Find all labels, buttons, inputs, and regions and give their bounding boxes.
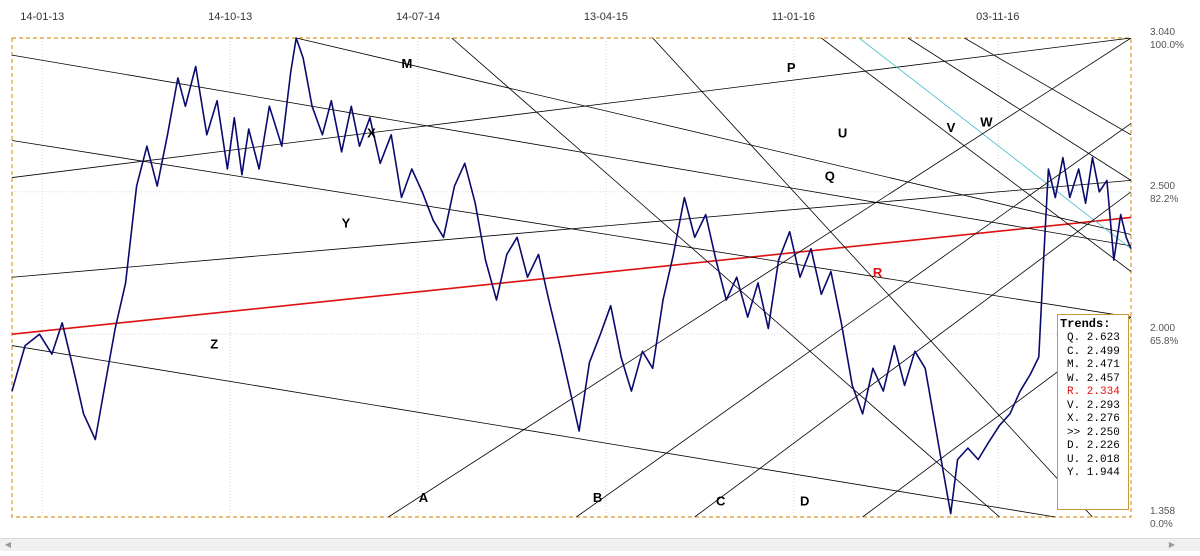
trend-row: R. 2.334: [1067, 386, 1120, 398]
trendline: [858, 38, 1131, 250]
trendline-label: R: [873, 265, 883, 280]
plot-frame: [11, 37, 1132, 518]
trends-panel: Trends: Q. 2.623 C. 2.499 M. 2.471 W. 2.457…: [1057, 314, 1129, 510]
trend-row: >> 2.250: [1067, 426, 1120, 439]
trendline-label: A: [419, 490, 429, 505]
scroll-left-icon[interactable]: ◀: [4, 540, 12, 549]
trendline-label: W: [980, 114, 993, 129]
trend-row: U. 2.018: [1067, 453, 1120, 466]
x-tick-label: 14-10-13: [208, 11, 252, 23]
trendline-label: P: [787, 60, 796, 75]
trendline-group: [12, 38, 1131, 517]
horizontal-scrollbar[interactable]: ◀ ▶: [0, 538, 1200, 551]
trend-row: V. 2.293: [1067, 399, 1120, 412]
trendline-label: Y: [342, 215, 351, 230]
trendline-label: D: [800, 494, 809, 509]
trendline-w: [964, 38, 1131, 136]
x-tick-label: 03-11-16: [976, 11, 1019, 23]
trend-list: Q. 2.623 C. 2.499 M. 2.471 W. 2.457 R. 2.334…: [1058, 332, 1128, 481]
trendline-v: [907, 38, 1131, 181]
y-tick-pct-label: 82.2%: [1150, 194, 1178, 205]
trendline-label: Z: [210, 336, 218, 351]
y-tick-label: 2.000: [1150, 323, 1175, 334]
trend-row: D. 2.226: [1067, 440, 1120, 452]
trendline-u: [821, 38, 1131, 272]
trendline-m: [12, 38, 1131, 178]
price-series-line: [11, 37, 1132, 515]
trendline-p: [451, 38, 1000, 517]
trendline-label: U: [838, 126, 847, 141]
y-tick-pct-label: 0.0%: [1150, 519, 1173, 530]
trendline-label: M: [402, 56, 413, 71]
x-tick-label: 14-01-13: [20, 11, 64, 23]
trendline-label: B: [593, 490, 602, 505]
x-tick-label: 14-07-14: [396, 11, 440, 23]
y-tick-pct-label: 65.8%: [1150, 336, 1178, 347]
trendline: [296, 38, 1131, 235]
trendline-c: [694, 191, 1131, 517]
y-tick-pct-label: 100.0%: [1150, 40, 1184, 51]
y-tick-label: 2.500: [1150, 181, 1175, 192]
trendline-label: C: [716, 494, 726, 509]
trend-row: X. 2.276: [1067, 413, 1120, 425]
trendline-label: Q: [825, 168, 835, 183]
trendline-y: [12, 140, 1131, 318]
trendline-r: [12, 216, 1131, 335]
trends-title: Trends:: [1060, 317, 1111, 331]
y-tick-label: 3.040: [1150, 27, 1175, 38]
trendline-label: X: [367, 126, 376, 141]
trendline-b: [576, 123, 1131, 517]
trendline-a: [388, 38, 1131, 517]
trendline: [652, 38, 1093, 517]
trend-row: M. 2.471: [1067, 359, 1120, 371]
trend-row: Y. 1.944: [1067, 467, 1120, 479]
scroll-right-icon[interactable]: ▶: [1168, 540, 1176, 549]
x-tick-label: 11-01-16: [772, 11, 815, 23]
trendline-z: [12, 345, 1056, 517]
trendline-label: V: [947, 120, 956, 135]
trend-row: C. 2.499: [1067, 345, 1120, 358]
trend-row: W. 2.457: [1067, 372, 1120, 385]
x-tick-label: 13-04-15: [584, 11, 628, 23]
y-tick-label: 1.358: [1150, 506, 1175, 517]
trend-row: Q. 2.623: [1067, 332, 1120, 344]
